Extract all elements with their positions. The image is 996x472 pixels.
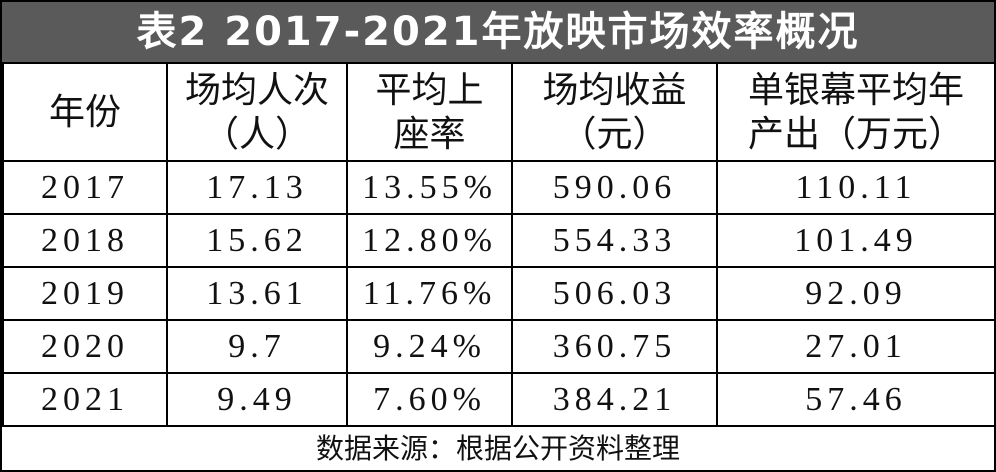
header-line: 单银幕平均年	[747, 70, 964, 110]
header-cell: 场均人次 （人）	[166, 62, 348, 162]
cell: 101.49	[716, 213, 996, 268]
cell: 27.01	[716, 319, 996, 374]
data-row: 2020 9.7 9.24% 360.75 27.01	[2, 319, 996, 374]
footer: 数据来源：根据公开资料整理	[315, 434, 680, 465]
cell: 92.09	[716, 266, 996, 321]
header-line: 场均收益	[542, 70, 687, 110]
cell: 2021	[2, 372, 168, 427]
cell: 9.49	[166, 372, 348, 427]
cell: 9.24%	[346, 319, 513, 374]
cell: 110.11	[716, 160, 996, 215]
header-line: 年份	[48, 92, 121, 132]
header-cell: 场均收益 （元）	[511, 62, 718, 162]
cell: 384.21	[511, 372, 718, 427]
data-row: 2017 17.13 13.55% 590.06 110.11	[2, 160, 996, 215]
header-cell: 单银幕平均年 产出（万元）	[716, 62, 996, 162]
cell: 590.06	[511, 160, 718, 215]
header-line: 座率	[393, 114, 466, 154]
cell: 2020	[2, 319, 168, 374]
cell: 15.62	[166, 213, 348, 268]
cell: 7.60%	[346, 372, 513, 427]
header-row: 年份 场均人次 （人） 平均上 座率 场均收益 （元） 单银幕平均年 产出（万元）	[2, 62, 996, 162]
cell: 13.55%	[346, 160, 513, 215]
cell: 2017	[2, 160, 168, 215]
cell: 17.13	[166, 160, 348, 215]
table: 年份 场均人次 （人） 平均上 座率 场均收益 （元） 单银幕平均年 产出（万元） 2017 17.…	[2, 62, 996, 427]
data-row: 2021 9.49 7.60% 384.21 57.46	[2, 372, 996, 427]
header-cell: 平均上 座率	[346, 62, 513, 162]
header-cell: 年份	[2, 62, 168, 162]
cell: 11.76%	[346, 266, 513, 321]
header-line: （元）	[560, 114, 669, 154]
header-line: （人）	[202, 114, 311, 154]
cell: 360.75	[511, 319, 718, 374]
data-row: 2019 13.61 11.76% 506.03 92.09	[2, 266, 996, 321]
cell: 13.61	[166, 266, 348, 321]
cell: 554.33	[511, 213, 718, 268]
cell: 2019	[2, 266, 168, 321]
header-line: 场均人次	[184, 70, 329, 110]
header-line: 平均上	[375, 70, 484, 110]
data-row: 2018 15.62 12.80% 554.33 101.49	[2, 213, 996, 268]
title: 表2 2017-2021年放映市场效率概况	[2, 2, 994, 62]
header-line: 产出（万元）	[747, 114, 964, 154]
cell: 57.46	[716, 372, 996, 427]
cell: 506.03	[511, 266, 718, 321]
cell: 9.7	[166, 319, 348, 374]
cell: 2018	[2, 213, 168, 268]
cell: 12.80%	[346, 213, 513, 268]
